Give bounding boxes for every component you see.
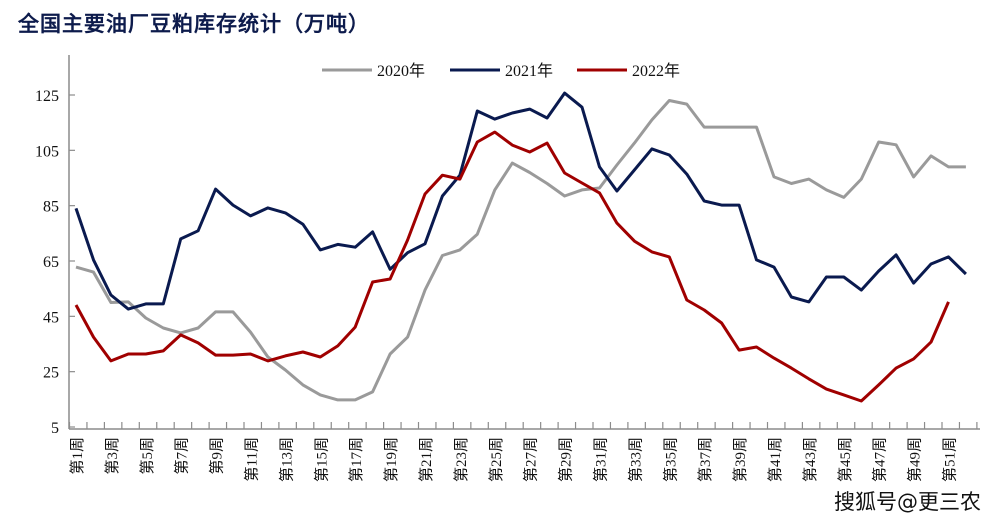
legend-label: 2021年 [505,62,553,80]
x-tick-label: 第11周 [243,437,261,481]
x-tick-label: 第31周 [592,437,610,482]
x-tick-label: 第1周 [68,437,86,475]
x-tick-label: 第49周 [906,437,924,482]
x-tick-label: 第15周 [312,437,330,482]
watermark: 搜狐号@更三农 [834,490,981,514]
series-line-2020年 [75,99,966,402]
y-tick-label: 105 [35,143,59,160]
x-tick-label: 第39周 [731,437,749,482]
legend-label: 2022年 [632,62,680,80]
x-tick-label: 第35周 [661,437,679,482]
legend: 2020年 2021年 2022年 [322,62,680,80]
series-line-2022年 [74,130,950,403]
x-tick-label: 第21周 [417,437,435,482]
y-tick-label: 25 [43,365,59,382]
legend-label: 2020年 [377,62,425,80]
x-tick-label: 第25周 [487,437,505,482]
series-line-2021年 [74,91,967,311]
y-tick-label: 125 [35,88,59,105]
x-tick-label: 第41周 [766,437,784,482]
series-lines [74,91,967,403]
y-tick-label: 65 [43,254,59,271]
y-tick-label: 85 [43,199,59,216]
x-tick-label: 第3周 [103,437,121,475]
x-tick-label: 第51周 [941,437,959,482]
x-tick-label: 第43周 [801,437,819,482]
x-tick-label: 第33周 [626,437,644,482]
x-tick-label: 第5周 [138,437,156,475]
x-tick-label: 第37周 [696,437,714,482]
x-tick-label: 第23周 [452,437,470,482]
x-tick-label: 第9周 [208,437,226,475]
x-tick-label: 第17周 [347,437,365,482]
y-tick-label: 45 [43,309,59,326]
x-tick-label: 第7周 [173,437,191,475]
x-tick-label: 第45周 [836,437,854,482]
x-tick-label: 第47周 [871,437,889,482]
chart-title: 全国主要油厂豆粕库存统计（万吨） [18,11,370,36]
x-tick-label: 第13周 [277,437,295,482]
x-tick-label: 第29周 [557,437,575,482]
x-tick-label: 第19周 [382,437,400,482]
x-tick-label: 第27周 [522,437,540,482]
y-tick-label: 5 [51,420,59,437]
